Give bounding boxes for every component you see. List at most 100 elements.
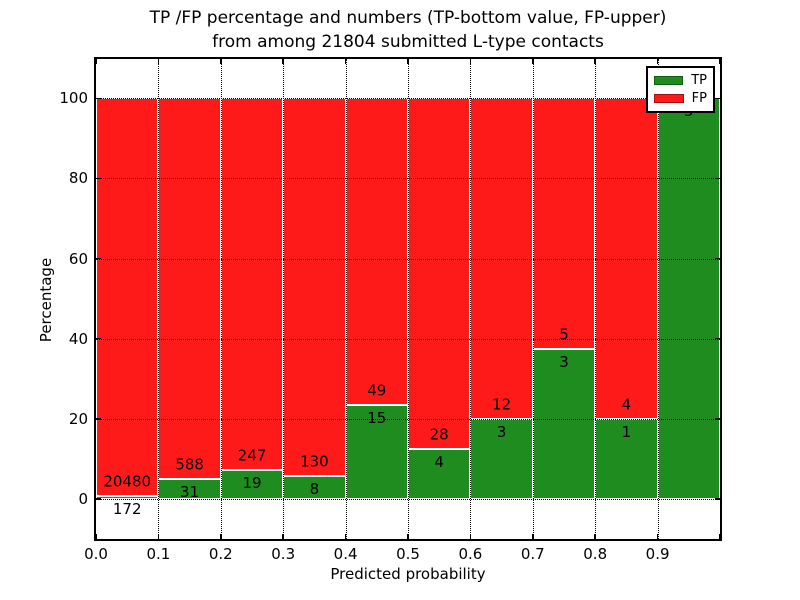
v-gridline xyxy=(595,59,597,539)
chart-title-line1: TP /FP percentage and numbers (TP-bottom… xyxy=(149,8,667,28)
x-tick-mark xyxy=(95,534,97,539)
y-tick-label: 20 xyxy=(68,409,88,428)
x-axis-label: Predicted probability xyxy=(330,565,486,583)
fp-bar-segment xyxy=(532,98,596,349)
tp-count-label: 15 xyxy=(367,409,387,428)
y-tick-mark xyxy=(96,337,101,340)
v-gridline xyxy=(408,59,409,539)
y-tick-mark xyxy=(715,97,720,99)
y-tick-mark xyxy=(96,177,101,180)
x-tick-label: 0.3 xyxy=(271,545,296,563)
x-tick-mark xyxy=(532,534,534,539)
y-tick-label: 100 xyxy=(59,89,88,108)
v-gridline xyxy=(158,59,160,539)
fp-bar-segment xyxy=(283,98,346,476)
x-tick-mark xyxy=(656,534,659,539)
fp-bar-segment xyxy=(470,98,533,419)
tp-count-label: 172 xyxy=(112,499,142,518)
x-tick-mark xyxy=(469,59,472,64)
legend-entry: FP xyxy=(654,91,707,107)
plot-area: 2048017258831247191308491528412353415 xyxy=(94,57,722,541)
tp-count-label: 31 xyxy=(180,482,200,501)
fp-count-label: 5 xyxy=(559,324,569,343)
fp-count-label: 20480 xyxy=(103,471,152,490)
fp-count-label: 130 xyxy=(300,451,329,470)
y-tick-label: 0 xyxy=(78,489,88,508)
y-tick-label: 40 xyxy=(68,329,88,348)
fp-count-label: 12 xyxy=(492,395,512,414)
fp-bar-segment xyxy=(408,98,471,449)
tp-bar-segment xyxy=(657,98,720,499)
v-gridline xyxy=(470,59,472,539)
x-tick-mark xyxy=(407,534,409,539)
fp-count-label: 247 xyxy=(237,446,267,465)
tp-count-label: 19 xyxy=(242,474,262,493)
tp-bar-segment xyxy=(532,348,596,499)
x-tick-mark xyxy=(594,59,596,64)
y-tick-mark xyxy=(96,97,101,99)
x-tick-label: 0.8 xyxy=(583,545,608,563)
y-tick-mark xyxy=(96,257,101,260)
v-gridline xyxy=(532,59,534,539)
y-tick-mark xyxy=(715,498,720,500)
x-tick-mark xyxy=(719,59,721,64)
legend-entry: TP xyxy=(654,72,707,88)
tp-bar-segment xyxy=(220,470,284,499)
x-tick-mark xyxy=(157,59,160,64)
x-tick-mark xyxy=(282,59,284,64)
v-gridline xyxy=(657,59,659,539)
x-tick-label: 0.7 xyxy=(520,545,545,563)
y-tick-mark xyxy=(715,177,720,180)
y-tick-mark xyxy=(715,337,720,340)
tp-bar-segment xyxy=(96,495,159,499)
legend-entry-label: FP xyxy=(691,91,707,107)
x-tick-label: 0.2 xyxy=(208,545,233,563)
v-gridline xyxy=(345,59,347,539)
x-tick-mark xyxy=(344,534,347,539)
legend: TP FP xyxy=(646,66,715,113)
y-tick-mark xyxy=(96,418,101,420)
x-tick-mark xyxy=(157,534,160,539)
x-tick-mark xyxy=(344,59,347,64)
fp-legend-swatch xyxy=(654,94,684,104)
x-tick-mark xyxy=(220,534,222,539)
x-tick-mark xyxy=(220,59,222,64)
x-tick-label: 0.4 xyxy=(333,545,358,563)
x-tick-mark xyxy=(594,534,596,539)
y-tick-label: 60 xyxy=(68,249,88,268)
chart-title-line2: from among 21804 submitted L-type contac… xyxy=(212,32,604,52)
fp-count-label: 588 xyxy=(175,455,204,474)
fp-count-label: 4 xyxy=(621,395,632,414)
x-tick-mark xyxy=(656,59,659,64)
y-tick-label: 80 xyxy=(68,169,88,188)
fp-bar-segment xyxy=(345,98,408,405)
y-tick-mark xyxy=(715,257,720,260)
x-tick-label: 0.0 xyxy=(84,545,108,563)
y-axis-label: Percentage xyxy=(37,257,55,343)
fp-count-label: 49 xyxy=(367,381,387,400)
legend-entry-label: TP xyxy=(691,72,707,88)
v-gridline xyxy=(220,59,222,539)
tp-legend-swatch xyxy=(654,75,684,85)
x-tick-mark xyxy=(469,534,472,539)
x-tick-mark xyxy=(282,534,284,539)
x-tick-label: 0.5 xyxy=(396,545,420,563)
y-tick-mark xyxy=(96,498,101,500)
x-tick-mark xyxy=(719,534,721,539)
fp-bar-segment xyxy=(158,98,221,479)
x-tick-mark xyxy=(95,59,97,64)
x-tick-mark xyxy=(532,59,534,64)
x-tick-label: 0.9 xyxy=(645,545,670,563)
tp-count-label: 3 xyxy=(496,422,507,441)
tp-count-label: 1 xyxy=(621,422,632,441)
x-tick-mark xyxy=(407,59,409,64)
tp-count-label: 4 xyxy=(434,452,444,471)
v-gridline xyxy=(283,59,285,539)
x-tick-label: 0.6 xyxy=(458,545,483,563)
x-tick-label: 0.1 xyxy=(146,545,171,563)
tp-count-label: 3 xyxy=(559,352,569,371)
tp-count-label: 8 xyxy=(309,479,320,498)
y-tick-mark xyxy=(715,418,720,420)
fp-count-label: 28 xyxy=(429,425,449,444)
